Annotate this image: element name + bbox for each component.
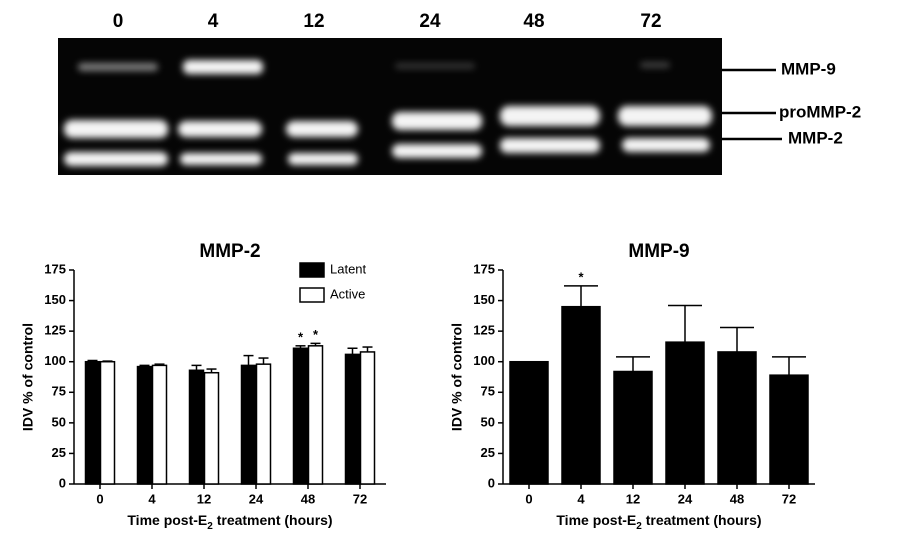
y-tick-label: 25 [481,445,495,460]
legend-label: Latent [330,261,367,276]
bar [240,364,257,485]
bar [292,347,309,485]
x-tick-label: 0 [96,491,103,506]
annotation: * [313,327,319,342]
y-tick-label: 125 [44,323,66,338]
x-tick-label: 4 [577,491,585,506]
x-axis-label: Time post-E2 treatment (hours) [127,512,332,532]
x-tick-label: 72 [782,491,796,506]
band-label: proMMP-2 [779,102,861,121]
x-axis-label-part: 2 [636,521,642,532]
x-tick-label: 48 [730,491,744,506]
bar [203,371,220,485]
band-label: MMP-9 [781,59,836,78]
chart-title: MMP-2 [199,241,260,262]
chart-title: MMP-9 [628,241,689,262]
y-tick-label: 25 [52,445,66,460]
y-tick-label: 75 [52,384,66,399]
y-tick-label: 100 [44,353,66,368]
y-tick-label: 50 [52,414,66,429]
x-axis-label-part: 2 [207,521,213,532]
bar [188,369,205,485]
bar [509,360,549,485]
y-tick-label: 175 [44,261,66,276]
bar [136,365,153,485]
bar [665,341,705,485]
bar [255,363,272,485]
bar [769,374,809,485]
y-tick-label: 125 [473,323,495,338]
bar [151,364,168,485]
bar [359,351,376,485]
y-tick-label: 50 [481,414,495,429]
x-tick-label: 48 [301,491,315,506]
lane-label: 72 [640,11,661,32]
y-tick-label: 0 [59,475,66,490]
x-tick-label: 12 [197,491,211,506]
y-tick-label: 100 [473,353,495,368]
legend-label: Active [330,286,365,301]
x-tick-label: 24 [678,491,693,506]
x-axis-label-part: Time post-E [127,512,207,528]
x-axis-label-part: treatment (hours) [213,512,333,528]
y-tick-label: 150 [473,292,495,307]
annotation: * [298,329,304,344]
legend-swatch [299,262,325,278]
y-tick-label: 175 [473,261,495,276]
annotation: * [578,269,584,284]
lane-label: 0 [113,11,124,32]
gel: 0 4 12 24 48 72 MMP-9 proMMP-2 MMP-2 [58,11,861,175]
bar [717,351,757,485]
x-tick-label: 24 [249,491,264,506]
bar [307,345,324,485]
y-tick-label: 0 [488,475,495,490]
x-tick-label: 72 [353,491,367,506]
bar [99,360,116,485]
x-axis-label: Time post-E2 treatment (hours) [556,512,761,532]
x-axis-label-part: treatment (hours) [642,512,762,528]
y-tick-label: 150 [44,292,66,307]
gel-image [58,38,722,175]
y-axis-label: IDV % of control [20,323,36,431]
lane-label: 4 [208,11,219,32]
band-label: MMP-2 [788,128,843,147]
y-tick-label: 75 [481,384,495,399]
lane-label: 12 [303,11,324,32]
x-tick-label: 0 [525,491,532,506]
gel-bands [64,60,712,166]
bar [344,353,361,485]
legend-swatch [299,287,325,303]
lane-label: 24 [419,11,441,32]
x-tick-label: 4 [148,491,156,506]
y-axis-label: IDV % of control [449,323,465,431]
bar [561,305,601,485]
x-tick-label: 12 [626,491,640,506]
lane-label: 48 [523,11,544,32]
x-axis-label-part: Time post-E [556,512,636,528]
bar [84,360,101,485]
bar [613,370,653,485]
